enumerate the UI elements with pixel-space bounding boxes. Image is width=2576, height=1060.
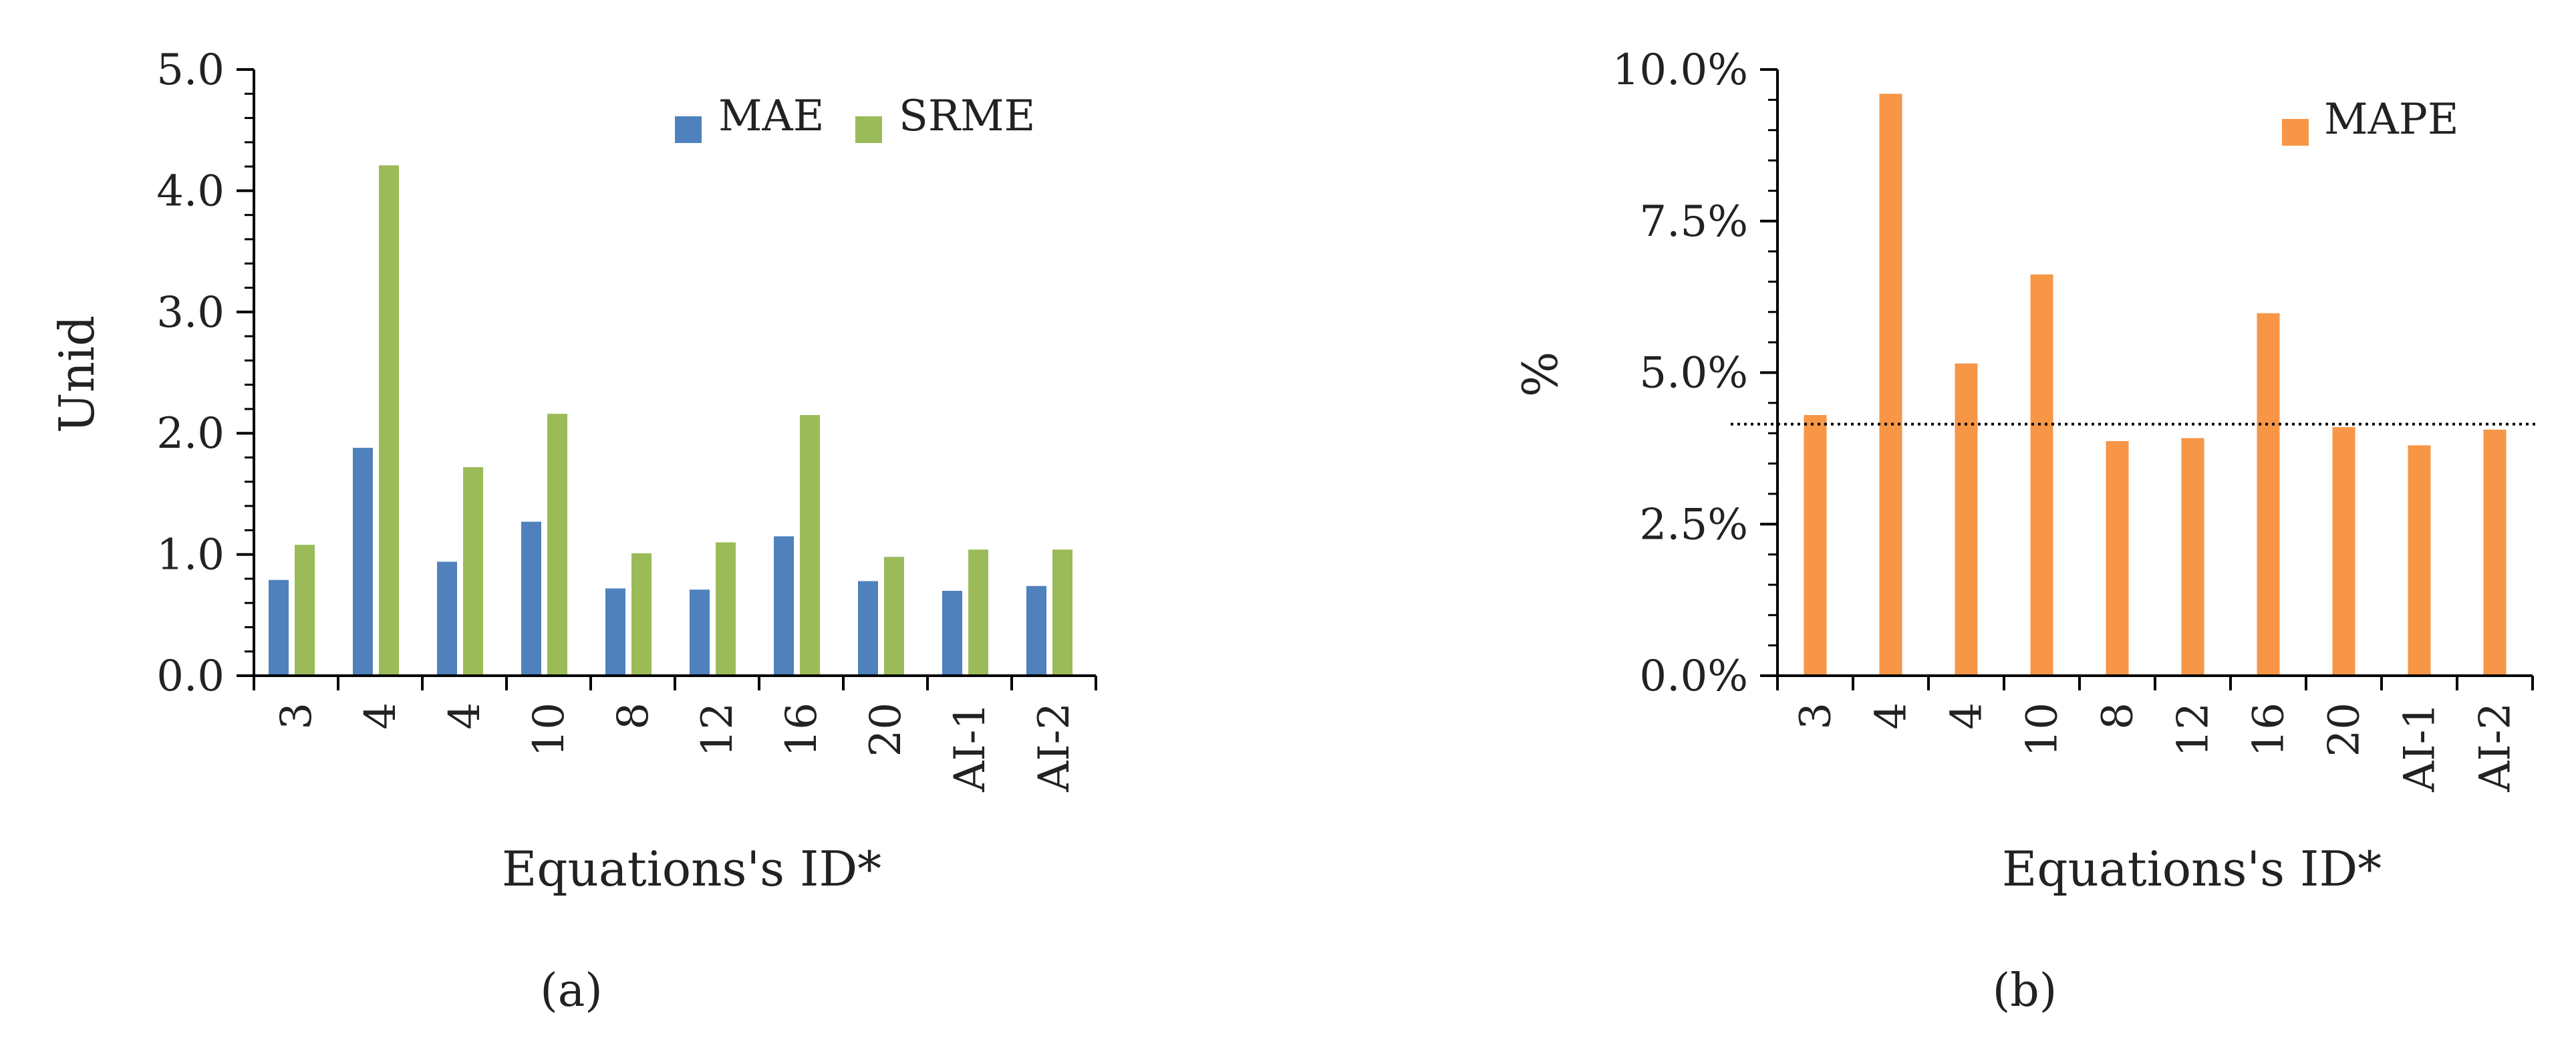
legend-swatch-mae	[675, 116, 702, 143]
bar-mape-6	[2257, 313, 2280, 676]
x-tick-label: 4	[1867, 702, 1916, 730]
bar-mape-0	[1804, 415, 1827, 676]
y-axis-title: Unid	[49, 315, 105, 433]
x-tick-label: 10	[2018, 702, 2067, 757]
bar-srme-2	[463, 467, 483, 676]
y-tick-label: 0.0	[156, 652, 225, 701]
x-tick-label: 20	[2320, 702, 2370, 757]
bar-mae-2	[437, 561, 457, 676]
y-tick-label: 4.0	[156, 166, 225, 216]
x-tick-label: 8	[609, 702, 658, 730]
x-tick-label: 12	[2169, 702, 2219, 757]
x-tick-label: 4	[1943, 702, 1992, 730]
x-tick-label: AI-1	[2396, 702, 2445, 793]
bar-srme-9	[1052, 549, 1072, 676]
bar-mae-0	[269, 579, 289, 676]
bar-mae-6	[774, 536, 794, 676]
panel-label: (b)	[1993, 964, 2057, 1017]
x-tick-label: 4	[356, 702, 406, 730]
bar-mape-9	[2483, 429, 2507, 676]
chart-panel-a: 0.0 1.0 2.0 3.0 4.0 5.0 3 4 4 10 8 12 16 20 AI-1 AI-2 Un…	[49, 45, 1097, 1017]
bar-mae-8	[942, 591, 962, 676]
bar-mae-9	[1026, 585, 1046, 676]
x-tick-label: 16	[2245, 702, 2294, 757]
y-tick-label: 3.0	[156, 288, 225, 338]
y-tick-label: 5.0	[156, 45, 225, 95]
x-tick-label: AI-1	[946, 702, 995, 793]
panel-label: (a)	[540, 964, 603, 1017]
x-tick-label: 8	[2094, 702, 2143, 730]
bar-srme-8	[968, 549, 988, 676]
legend-label-srme: SRME	[899, 92, 1035, 141]
x-tick-label: 20	[861, 702, 911, 757]
y-tick-label: 1.0	[156, 531, 225, 580]
y-tick-label: 5.0%	[1639, 349, 1748, 398]
bar-mae-1	[353, 448, 373, 676]
bar-mape-1	[1879, 94, 1902, 676]
x-tick-label: AI-2	[1030, 702, 1079, 793]
bar-srme-3	[547, 414, 567, 676]
legend-label-mape: MAPE	[2324, 95, 2459, 144]
x-axis-title: Equations's ID*	[2002, 841, 2382, 897]
bar-srme-7	[884, 557, 904, 676]
bar-srme-5	[716, 542, 736, 676]
x-tick-label: 16	[777, 702, 827, 757]
legend-swatch-srme	[855, 116, 882, 143]
y-tick-label: 2.5%	[1639, 500, 1748, 549]
bar-mape-3	[2030, 274, 2053, 676]
bar-mae-4	[605, 588, 625, 676]
bar-srme-4	[631, 553, 652, 676]
bar-mape-2	[1955, 363, 1978, 676]
y-tick-label: 2.0	[156, 409, 225, 458]
bar-mae-3	[521, 521, 541, 676]
x-tick-label: 12	[693, 702, 742, 757]
y-tick-label: 10.0%	[1612, 45, 1748, 95]
y-tick-label: 7.5%	[1639, 197, 1748, 247]
bar-mae-5	[690, 589, 710, 676]
bar-srme-6	[800, 415, 820, 676]
x-tick-label: AI-2	[2471, 702, 2521, 793]
bar-srme-1	[379, 165, 399, 676]
x-tick-label: 3	[1792, 702, 1841, 730]
x-tick-label: 3	[272, 702, 321, 730]
x-tick-label: 10	[525, 702, 574, 757]
bar-mape-7	[2332, 427, 2355, 676]
bar-srme-0	[295, 545, 315, 676]
legend-swatch-mape	[2282, 119, 2309, 146]
chart-panel-b: 0.0%2.5%5.0%7.5%10.0%3 4 4 10 8 12 16 20 AI-1 AI-…	[1512, 45, 2536, 1017]
legend-label-mae: MAE	[718, 92, 824, 141]
x-tick-label: 4	[440, 702, 490, 730]
bar-mae-7	[858, 581, 878, 676]
y-axis-title: %	[1512, 352, 1568, 397]
bar-mape-8	[2408, 445, 2431, 676]
x-axis-title: Equations's ID*	[502, 841, 881, 897]
bar-mape-4	[2106, 441, 2129, 676]
bar-mape-5	[2181, 438, 2204, 676]
y-tick-label: 0.0%	[1639, 652, 1748, 701]
